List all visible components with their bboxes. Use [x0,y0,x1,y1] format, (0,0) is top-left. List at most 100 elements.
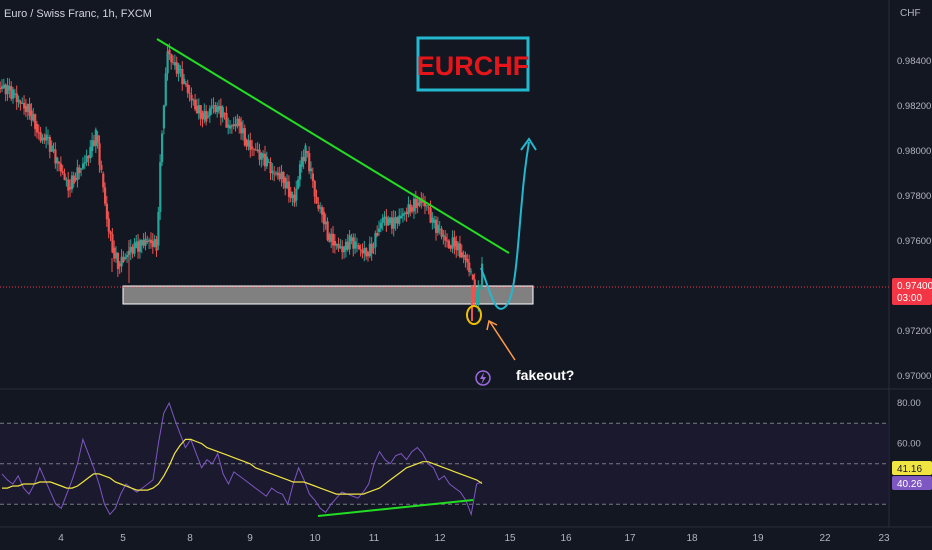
candle [129,239,132,261]
candle-body [177,64,180,74]
candle [161,130,164,167]
price-tick-label: 0.97000 [897,371,931,382]
candle [124,253,127,261]
price-tick-label: 0.97800 [897,191,931,202]
candle [313,179,316,204]
candle [263,145,267,172]
candle-body [186,84,189,93]
candle [98,135,101,173]
candle [457,241,460,257]
candle [87,154,90,167]
candle-body [206,115,210,118]
candle [451,230,454,254]
candle-body [115,252,118,259]
rsi-value-badge [892,461,932,475]
candle [280,164,283,187]
candle-body [67,179,70,191]
candle-body [466,259,469,263]
candle [249,132,252,158]
candle [23,95,26,115]
candle [56,156,59,172]
rsi-ma-line [2,438,483,495]
candle [96,131,99,149]
candle-body [208,108,212,116]
candle-body [137,241,140,252]
candle-body [405,211,408,215]
candle [48,134,52,159]
candle-body [43,137,46,141]
candle [19,99,22,111]
candle-body [471,274,475,280]
candle-body [403,213,406,215]
candle-body [298,164,302,180]
candle-body [343,246,346,253]
candle-body [197,105,200,114]
candle-body [276,172,280,176]
candle-body [122,256,125,263]
price-tick-label: 0.98400 [897,56,931,67]
candle [352,233,355,257]
candle [326,217,329,242]
candle-body [41,137,44,140]
candle-body [479,284,482,287]
candle-body [232,124,235,127]
candle-body [267,161,270,163]
candle-body [252,148,256,150]
candle [208,105,212,123]
candle [330,228,333,249]
candle [368,236,372,259]
candle [394,210,397,231]
candle-body [341,246,344,253]
candle [135,234,138,249]
candle-body [468,262,471,273]
time-tick-label: 23 [878,533,890,544]
candle-body [118,263,121,267]
candle [295,180,298,207]
candle-body [481,263,484,285]
price-tick-label: 0.98000 [897,146,931,157]
candle [102,171,105,193]
candle [405,207,408,222]
candle-body [1,86,4,89]
candle [262,150,265,166]
candle-body [412,198,416,212]
candle-body [80,168,83,170]
candle-body [221,107,224,118]
candle [355,237,359,253]
countdown-value: 03:00 [897,293,922,304]
candle [403,211,406,221]
time-tick-label: 9 [247,533,253,544]
candle-body [431,217,434,223]
candle-body [440,228,443,237]
candle-body [297,179,300,189]
candle [173,54,177,70]
candle [241,120,245,141]
candle-body [15,93,18,103]
candle-body [332,233,335,246]
candle-body [190,94,193,101]
candle [286,174,289,190]
price-tick-label: 0.97600 [897,236,931,247]
candle [333,234,337,254]
candle [103,182,107,207]
candle [273,166,276,182]
candle-body [138,240,142,252]
candle-body [309,168,313,172]
candle-body [333,241,337,246]
candle [41,134,44,144]
candle-body [418,198,421,206]
candle-body [210,106,213,109]
candle [247,134,250,151]
candle [223,112,226,120]
candle [425,204,429,211]
candle-body [194,99,197,110]
candle [157,206,160,250]
candle [385,208,388,232]
candle-body [271,170,274,174]
candle-body [61,171,64,173]
candle-body [357,245,360,250]
candle [431,212,434,230]
price-tick-label: 0.97200 [897,326,931,337]
candle [30,103,33,127]
